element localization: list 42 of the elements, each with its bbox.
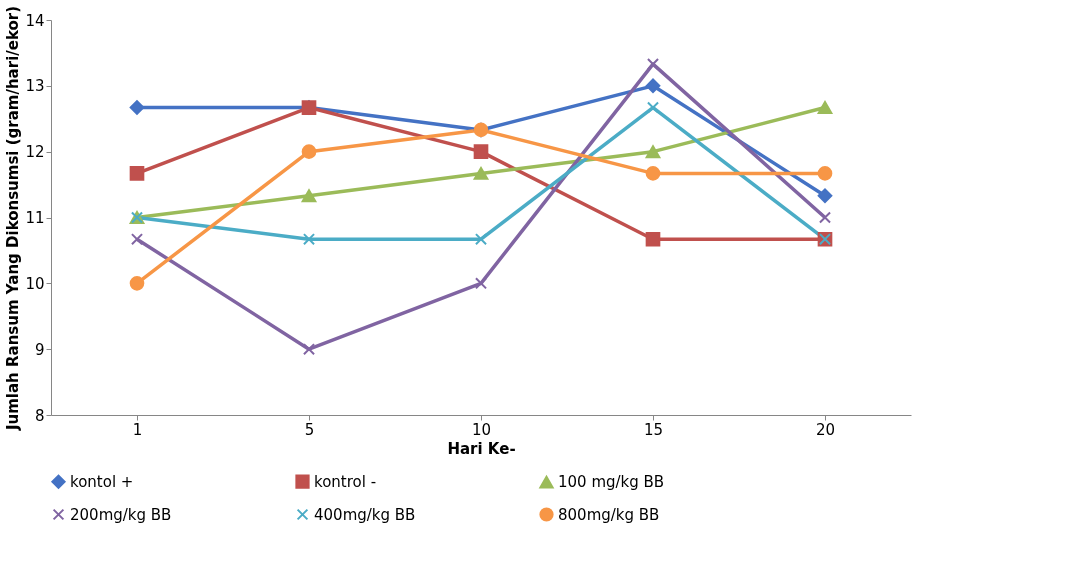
point: [302, 233, 316, 246]
legend-label: kontrol -: [314, 472, 377, 491]
y-tick-label: 13: [25, 77, 45, 96]
y-tick-label: 8: [34, 406, 45, 425]
point: [645, 166, 661, 181]
point: [818, 211, 832, 224]
x-axis-title: Hari Ke-: [447, 439, 516, 458]
point: [646, 101, 660, 114]
point: [474, 233, 488, 246]
point: [473, 166, 489, 180]
point: [645, 78, 661, 94]
x-tick-label: 20: [815, 420, 836, 439]
point: [817, 166, 833, 181]
x-tick-label: 15: [643, 420, 664, 439]
point: [129, 100, 145, 115]
x-tick-label: 1: [132, 420, 143, 439]
point: [646, 58, 660, 71]
point: [473, 144, 489, 159]
legend-label: 400mg/kg BB: [314, 505, 416, 524]
point: [130, 233, 144, 246]
point: [302, 343, 316, 356]
legend-label: 800mg/kg BB: [558, 505, 660, 524]
point: [645, 145, 661, 159]
legend-label: 200mg/kg BB: [70, 505, 172, 524]
x-tick-label: 10: [471, 420, 492, 439]
y-tick-label: 12: [25, 143, 45, 162]
legend-label: kontol +: [70, 472, 134, 491]
point: [645, 231, 661, 247]
y-axis-title: Jumlah Ransum Yang Dikonsumsi (gram/hari/ekor): [4, 5, 23, 432]
point: [474, 277, 488, 290]
point: [817, 101, 833, 115]
y-tick-label: 11: [25, 209, 45, 227]
point: [301, 189, 317, 203]
y-tick-label: 9: [34, 340, 45, 359]
point: [129, 166, 145, 181]
point: [301, 144, 317, 159]
point: [817, 188, 833, 204]
y-tick-label: 10: [25, 274, 45, 293]
point: [129, 276, 145, 291]
legend-label: 100 mg/kg BB: [558, 473, 665, 492]
y-tick-label: 14: [25, 11, 45, 30]
x-tick-label: 5: [304, 420, 315, 439]
